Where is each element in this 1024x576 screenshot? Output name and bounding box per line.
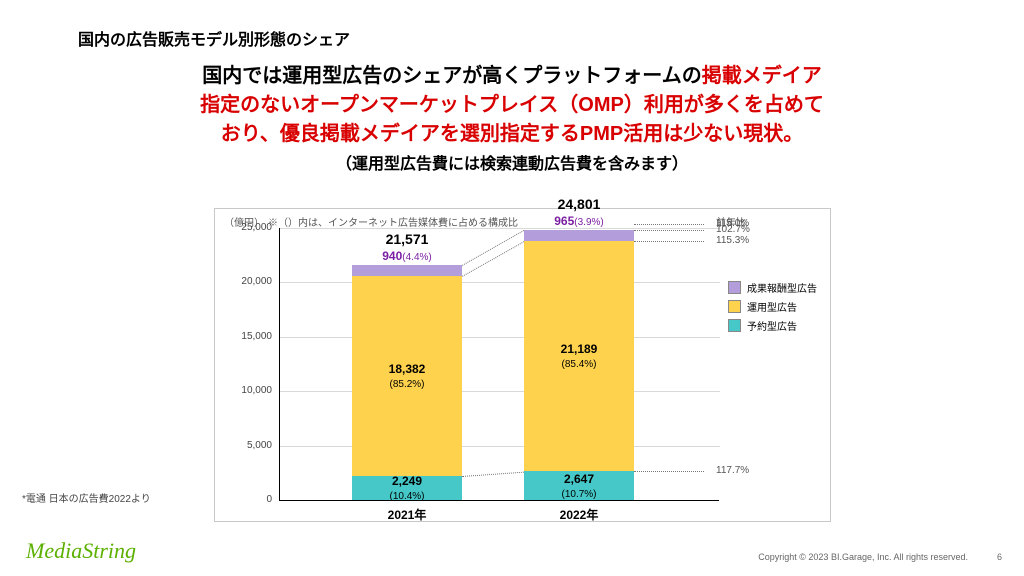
legend-item: 運用型広告 — [728, 299, 817, 314]
connector-line — [634, 230, 704, 231]
headline-line-2: 指定のないオープンマーケットプレイス（OMP）利用が多くを占めて — [200, 94, 824, 116]
legend-swatch — [728, 319, 741, 332]
bar-value: 18,382(85.2%) — [352, 362, 462, 391]
bar-value: 2,249(10.4%) — [352, 474, 462, 503]
y-tick: 10,000 — [224, 385, 272, 396]
connector-line — [634, 471, 704, 472]
headline-part-2: 掲載メデイア — [702, 65, 822, 87]
gridline — [280, 446, 720, 447]
headline-sub: （運用型広告費には検索連動広告費を含みます） — [336, 156, 688, 173]
page-number: 6 — [997, 552, 1002, 562]
y-tick: 15,000 — [224, 331, 272, 342]
x-axis — [279, 500, 719, 501]
connector-line — [634, 224, 704, 225]
yoy-value: 117.7% — [716, 465, 749, 476]
legend-swatch — [728, 300, 741, 313]
headline: 国内では運用型広告のシェアが高くプラットフォームの掲載メデイア 指定のないオープ… — [0, 62, 1024, 178]
headline-line-3: おり、優良掲載メデイアを選別指定するPMP活用は少ない現状。 — [221, 123, 804, 145]
legend-label: 成果報酬型広告 — [747, 280, 817, 295]
source-note: *電通 日本の広告費2022より — [22, 490, 151, 505]
slide-title: 国内の広告販売モデル別形態のシェア — [78, 26, 350, 50]
bar-total: 24,801 — [499, 196, 659, 212]
legend-item: 予約型広告 — [728, 318, 817, 333]
gridline — [280, 337, 720, 338]
legend: 成果報酬型広告運用型広告予約型広告 — [728, 280, 817, 337]
chart-note: ※（）内は、インターネット広告媒体費に占める構成比 — [268, 214, 518, 229]
headline-part-1: 国内では運用型広告のシェアが高くプラットフォームの — [202, 65, 701, 87]
bar-value: 2,647(10.7%) — [524, 472, 634, 501]
legend-item: 成果報酬型広告 — [728, 280, 817, 295]
connector-line — [634, 241, 704, 242]
gridline — [280, 391, 720, 392]
copyright: Copyright © 2023 BI.Garage, Inc. All rig… — [758, 552, 968, 562]
y-axis — [279, 228, 280, 500]
legend-label: 運用型広告 — [747, 299, 797, 314]
bar-value: 965(3.9%) — [524, 214, 634, 229]
gridline — [280, 282, 720, 283]
slide: 国内の広告販売モデル別形態のシェア 国内では運用型広告のシェアが高くプラットフォ… — [0, 0, 1024, 576]
yoy-value: 102.7% — [716, 224, 750, 235]
bar-total: 21,571 — [327, 231, 487, 247]
x-category: 2022年 — [524, 506, 634, 523]
brand-logo: MediaString — [26, 538, 136, 564]
gridline — [280, 228, 720, 229]
bar-segment — [352, 265, 462, 275]
y-tick: 25,000 — [224, 222, 272, 233]
y-tick: 5,000 — [224, 440, 272, 451]
y-tick: 20,000 — [224, 276, 272, 287]
bar-value: 940(4.4%) — [352, 249, 462, 264]
yoy-value: 115.3% — [716, 235, 749, 246]
y-tick: 0 — [224, 494, 272, 505]
bar-value: 21,189(85.4%) — [524, 342, 634, 371]
x-category: 2021年 — [352, 506, 462, 523]
legend-swatch — [728, 281, 741, 294]
legend-label: 予約型広告 — [747, 318, 797, 333]
bar-segment — [524, 230, 634, 240]
